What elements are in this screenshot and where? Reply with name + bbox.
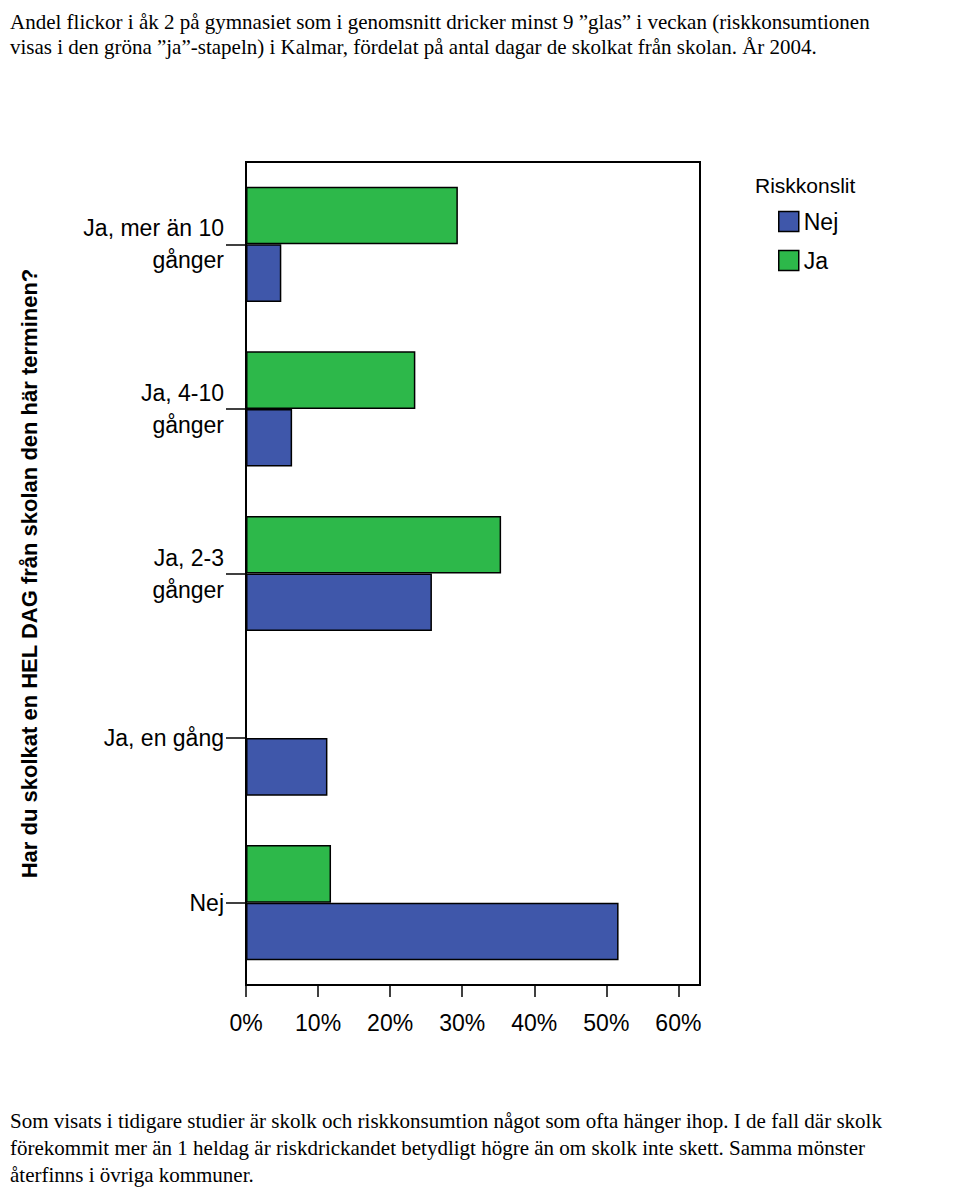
- svg-text:Ja, en gång: Ja, en gång: [104, 725, 224, 751]
- svg-text:20%: 20%: [367, 1010, 413, 1036]
- svg-text:40%: 40%: [511, 1010, 557, 1036]
- svg-text:gånger: gånger: [152, 247, 224, 273]
- svg-text:återfinns i övriga kommuner.: återfinns i övriga kommuner.: [10, 1163, 254, 1187]
- svg-text:Som visats i tidigare studier: Som visats i tidigare studier är skolk o…: [10, 1109, 887, 1133]
- svg-text:60%: 60%: [655, 1010, 701, 1036]
- svg-text:förekommit mer än 1 heldag är: förekommit mer än 1 heldag är riskdricka…: [10, 1136, 870, 1160]
- svg-text:Ja, 4-10: Ja, 4-10: [141, 380, 224, 406]
- svg-text:Ja, 2-3: Ja, 2-3: [154, 545, 224, 571]
- svg-text:Ja, mer än 10: Ja, mer än 10: [83, 215, 224, 241]
- svg-text:visas i den gröna ”ja”-stapeln: visas i den gröna ”ja”-stapeln) i Kalmar…: [10, 35, 817, 59]
- svg-text:Nej: Nej: [804, 209, 839, 235]
- svg-text:Nej: Nej: [189, 890, 224, 916]
- svg-text:Riskkonslit: Riskkonslit: [755, 174, 856, 197]
- svg-text:Andel flickor i åk 2 på gymnas: Andel flickor i åk 2 på gymnasiet som i …: [10, 10, 875, 34]
- svg-text:50%: 50%: [583, 1010, 629, 1036]
- svg-text:Har du skolkat en HEL DAG från: Har du skolkat en HEL DAG från skolan de…: [17, 269, 42, 879]
- svg-text:gånger: gånger: [152, 412, 224, 438]
- svg-text:10%: 10%: [295, 1010, 341, 1036]
- svg-text:30%: 30%: [439, 1010, 485, 1036]
- svg-text:0%: 0%: [229, 1010, 262, 1036]
- svg-text:Ja: Ja: [804, 248, 829, 274]
- svg-text:gånger: gånger: [152, 577, 224, 603]
